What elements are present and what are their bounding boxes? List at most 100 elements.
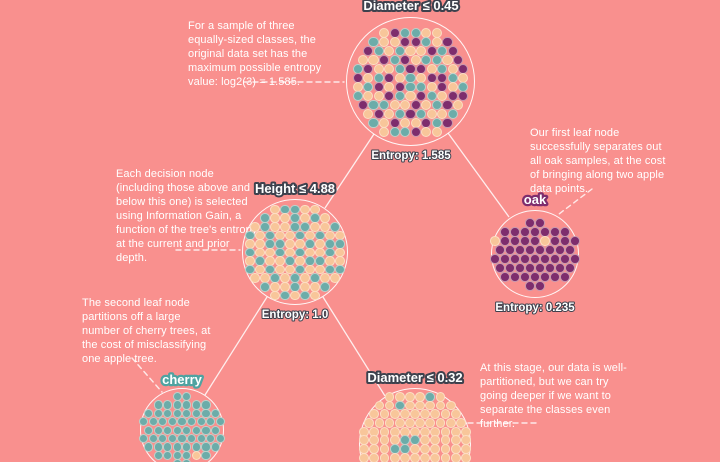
- sample-row: [245, 239, 345, 249]
- sample-row: [357, 54, 464, 65]
- sample-row: [250, 221, 340, 232]
- apple-dot: [435, 418, 446, 428]
- sample-row: [525, 218, 545, 228]
- annotation-go-deeper: At this stage, our data is well-partitio…: [480, 362, 627, 430]
- apple-dot: [280, 221, 290, 232]
- oak-dot: [550, 272, 560, 282]
- cherry-dot: [163, 425, 173, 435]
- cherry-dot: [210, 408, 221, 418]
- entropy-label-text: Entropy: 0.235: [495, 302, 575, 314]
- oak-dot: [535, 263, 545, 273]
- oak-dot: [458, 90, 469, 101]
- oak-dot: [540, 272, 550, 282]
- apple-dot: [399, 409, 410, 420]
- oak-dot: [525, 281, 535, 291]
- oak-dot: [379, 54, 390, 65]
- cherry-dot: [143, 425, 154, 435]
- sample-row: [139, 433, 225, 444]
- oak-dot: [442, 99, 453, 110]
- apple-dot: [374, 418, 385, 428]
- apple-dot: [405, 418, 415, 428]
- leaf-badge-label: cherry: [162, 372, 203, 387]
- oak-dot: [535, 218, 545, 228]
- apple-dot: [420, 409, 431, 420]
- cherry-dot: [153, 450, 163, 460]
- cherry-dot: [260, 221, 270, 232]
- cherry-dot: [300, 290, 310, 301]
- leaf-badge: cherry: [160, 370, 205, 390]
- oak-dot: [384, 90, 395, 101]
- cherry-dot: [431, 99, 442, 110]
- sample-row: [384, 392, 446, 402]
- oak-dot: [555, 263, 565, 273]
- cherry-dot: [280, 290, 290, 301]
- annotation-entropy-max: For a sample of three equally-sized clas…: [188, 20, 322, 88]
- apple-dot: [285, 264, 295, 275]
- oak-dot: [410, 99, 421, 110]
- oak-dot: [495, 263, 505, 273]
- cherry-dot: [431, 54, 442, 65]
- cherry-dot: [400, 126, 411, 137]
- apple-dot: [426, 108, 437, 119]
- sample-row: [245, 256, 345, 266]
- sample-row: [172, 459, 192, 462]
- oak-dot: [400, 54, 411, 65]
- apple-dot: [455, 418, 466, 428]
- oak-dot: [500, 254, 510, 264]
- cherry-dot: [379, 99, 390, 110]
- apple-dot: [410, 54, 421, 65]
- oak-dot: [535, 245, 545, 255]
- oak-dot: [530, 236, 540, 246]
- sample-row: [245, 230, 345, 241]
- apple-dot: [415, 400, 425, 411]
- apple-dot: [405, 90, 416, 101]
- sample-row: [369, 409, 461, 420]
- cherry-dot: [163, 408, 173, 418]
- sample-row: [153, 450, 211, 460]
- apple-dot: [379, 126, 390, 137]
- oak-dot: [510, 272, 520, 282]
- cherry-dot: [325, 264, 335, 275]
- apple-dot: [330, 273, 340, 284]
- apple-dot: [305, 264, 315, 275]
- apple-dot: [394, 418, 405, 428]
- sample-row: [245, 264, 345, 275]
- cherry-dot: [300, 221, 310, 232]
- oak-dot: [535, 281, 545, 291]
- cherry-dot: [177, 433, 187, 444]
- cherry-dot: [139, 417, 149, 427]
- oak-dot: [545, 263, 555, 273]
- apple-dot: [405, 400, 415, 411]
- sample-row: [363, 45, 458, 56]
- oak-dot: [500, 272, 510, 282]
- cherry-dot: [182, 408, 192, 418]
- sample-row: [352, 72, 469, 83]
- sample-row: [172, 392, 192, 402]
- cherry-dot: [368, 99, 379, 110]
- apple-dot: [384, 400, 395, 411]
- apple-dot: [384, 418, 395, 428]
- cherry-dot: [421, 54, 432, 65]
- oak-dot: [410, 126, 421, 137]
- apple-dot: [384, 108, 395, 119]
- cherry-dot: [210, 442, 221, 452]
- cherry-dot: [158, 433, 168, 444]
- annotation-information-gain: Each decision node (including those abov…: [116, 168, 258, 264]
- apple-dot: [270, 221, 280, 232]
- cherry-dot: [215, 417, 225, 427]
- oak-dot: [447, 90, 458, 101]
- condition-badge-label: Diameter ≤ 0.45: [363, 0, 458, 13]
- entropy-label-text: Entropy: 1.585: [371, 150, 451, 162]
- apple-dot: [389, 36, 400, 47]
- sample-row: [143, 425, 221, 435]
- oak-dot: [415, 90, 427, 101]
- apple-dot: [442, 54, 453, 65]
- apple-dot: [373, 90, 384, 101]
- apple-dot: [290, 290, 300, 301]
- cherry-dot: [335, 264, 345, 275]
- cherry-dot: [290, 221, 300, 232]
- oak-dot: [410, 36, 421, 47]
- leaf-node-cherry: cherry: [139, 370, 225, 462]
- sample-row: [270, 290, 320, 301]
- apple-dot: [270, 290, 280, 301]
